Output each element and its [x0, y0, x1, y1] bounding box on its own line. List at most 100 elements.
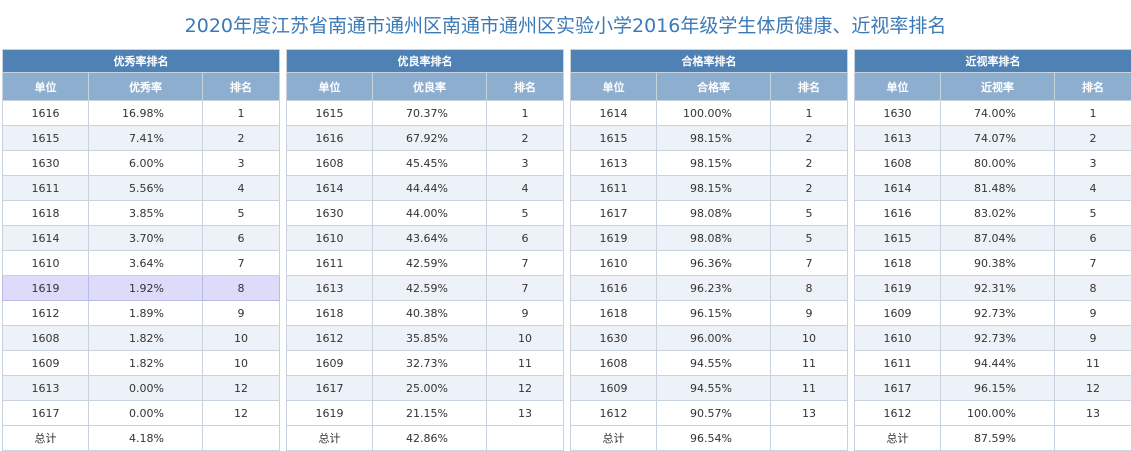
rank-cell: 7 — [769, 250, 849, 276]
table-group-title: 合格率排名 — [569, 49, 849, 73]
rank-cell: 2 — [1053, 125, 1131, 151]
rank-cell: 6 — [201, 225, 281, 251]
unit-cell: 1615 — [286, 100, 373, 126]
rate-cell: 96.15% — [656, 300, 771, 326]
table-row: 1611 94.44% 11 — [854, 350, 1131, 376]
table-row: 1610 96.36% 7 — [570, 250, 849, 276]
rate-cell: 74.00% — [940, 100, 1055, 126]
unit-cell: 1609 — [286, 350, 373, 376]
unit-cell: 1618 — [286, 300, 373, 326]
rate-cell: 96.15% — [940, 375, 1055, 401]
table-row: 1612 100.00% 13 — [854, 400, 1131, 426]
rate-cell: 25.00% — [372, 375, 487, 401]
unit-cell: 1608 — [570, 350, 657, 376]
unit-cell: 1611 — [286, 250, 373, 276]
unit-cell: 1608 — [2, 325, 89, 351]
total-rank — [485, 425, 565, 451]
rate-cell: 16.98% — [88, 100, 203, 126]
total-rank — [1053, 425, 1131, 451]
table-row: 1618 90.38% 7 — [854, 250, 1131, 276]
rank-cell: 12 — [201, 375, 281, 401]
unit-cell: 1618 — [570, 300, 657, 326]
rank-cell: 10 — [201, 350, 281, 376]
rank-cell: 5 — [201, 200, 281, 226]
unit-cell: 1617 — [2, 400, 89, 426]
unit-cell: 1615 — [2, 125, 89, 151]
unit-cell: 1612 — [2, 300, 89, 326]
column-header-unit: 单位 — [570, 72, 657, 101]
table-row: 1609 1.82% 10 — [2, 350, 281, 376]
rank-cell: 13 — [485, 400, 565, 426]
unit-cell: 1613 — [570, 150, 657, 176]
rate-cell: 98.08% — [656, 200, 771, 226]
rate-cell: 45.45% — [372, 150, 487, 176]
total-rank — [769, 425, 849, 451]
rank-cell: 12 — [201, 400, 281, 426]
rank-cell: 13 — [769, 400, 849, 426]
total-label: 总计 — [570, 425, 657, 451]
unit-cell: 1614 — [854, 175, 941, 201]
rank-cell: 6 — [1053, 225, 1131, 251]
table-row: 1610 43.64% 6 — [286, 225, 565, 251]
column-header-rank: 排名 — [201, 72, 281, 101]
table-row: 1608 80.00% 3 — [854, 150, 1131, 176]
table-row: 1617 25.00% 12 — [286, 375, 565, 401]
total-rate: 96.54% — [656, 425, 771, 451]
unit-cell: 1617 — [570, 200, 657, 226]
total-label: 总计 — [2, 425, 89, 451]
rank-cell: 5 — [769, 225, 849, 251]
rate-cell: 0.00% — [88, 400, 203, 426]
rank-cell: 9 — [485, 300, 565, 326]
unit-cell: 1614 — [2, 225, 89, 251]
ranking-table: 合格率排名 单位 合格率 排名 1614 100.00% 1 1615 98.15% 2 1613 9… — [569, 49, 849, 451]
rank-cell: 1 — [485, 100, 565, 126]
rank-cell: 1 — [1053, 100, 1131, 126]
unit-cell: 1617 — [286, 375, 373, 401]
total-rate: 4.18% — [88, 425, 203, 451]
unit-cell: 1616 — [570, 275, 657, 301]
column-header-unit: 单位 — [286, 72, 373, 101]
rate-cell: 96.00% — [656, 325, 771, 351]
column-header-rate: 优良率 — [372, 72, 487, 101]
rank-cell: 10 — [201, 325, 281, 351]
total-rate: 87.59% — [940, 425, 1055, 451]
unit-cell: 1610 — [570, 250, 657, 276]
unit-cell: 1611 — [570, 175, 657, 201]
rank-cell: 3 — [201, 150, 281, 176]
column-header-rate: 近视率 — [940, 72, 1055, 101]
table-row: 1613 74.07% 2 — [854, 125, 1131, 151]
rank-cell: 2 — [769, 125, 849, 151]
unit-cell: 1617 — [854, 375, 941, 401]
rate-cell: 5.56% — [88, 175, 203, 201]
unit-cell: 1619 — [854, 275, 941, 301]
rate-cell: 81.48% — [940, 175, 1055, 201]
unit-cell: 1608 — [854, 150, 941, 176]
rank-cell: 8 — [201, 275, 281, 301]
rate-cell: 32.73% — [372, 350, 487, 376]
rate-cell: 96.23% — [656, 275, 771, 301]
rank-cell: 5 — [1053, 200, 1131, 226]
total-label: 总计 — [286, 425, 373, 451]
rate-cell: 1.82% — [88, 325, 203, 351]
unit-cell: 1612 — [286, 325, 373, 351]
table-row: 1617 98.08% 5 — [570, 200, 849, 226]
rank-cell: 12 — [1053, 375, 1131, 401]
table-row: 1614 81.48% 4 — [854, 175, 1131, 201]
rank-cell: 7 — [485, 275, 565, 301]
table-row: 1619 92.31% 8 — [854, 275, 1131, 301]
unit-cell: 1613 — [854, 125, 941, 151]
table-row: 1612 90.57% 13 — [570, 400, 849, 426]
unit-cell: 1630 — [2, 150, 89, 176]
table-row: 1614 3.70% 6 — [2, 225, 281, 251]
unit-cell: 1618 — [2, 200, 89, 226]
rate-cell: 42.59% — [372, 275, 487, 301]
table-row: 1614 44.44% 4 — [286, 175, 565, 201]
rank-cell: 9 — [201, 300, 281, 326]
rank-cell: 11 — [1053, 350, 1131, 376]
table-row: 1611 42.59% 7 — [286, 250, 565, 276]
table-row: 1619 98.08% 5 — [570, 225, 849, 251]
unit-cell: 1610 — [286, 225, 373, 251]
unit-cell: 1619 — [286, 400, 373, 426]
rate-cell: 94.55% — [656, 350, 771, 376]
table-row: 1616 67.92% 2 — [286, 125, 565, 151]
